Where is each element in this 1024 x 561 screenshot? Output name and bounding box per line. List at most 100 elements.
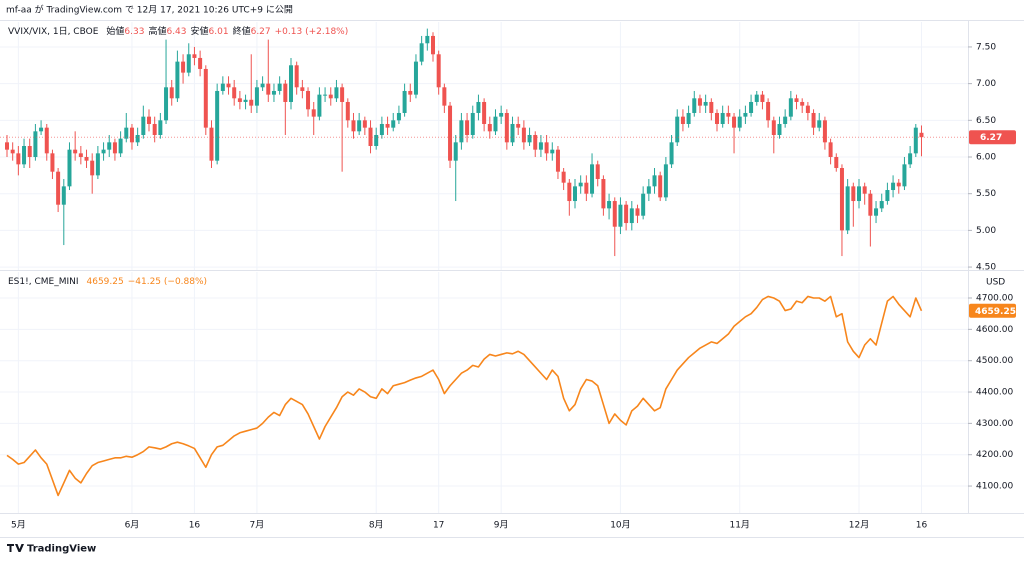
legend-header: ES1!, CME_MINI 4659.25 −41.25 (−0.88%) — [8, 277, 207, 287]
candle-body — [158, 120, 163, 135]
candle-body — [323, 94, 328, 96]
candle-body — [896, 182, 901, 187]
candle-body — [680, 116, 685, 124]
candle-body — [476, 101, 481, 113]
candle-body — [839, 168, 844, 231]
candle-body — [595, 164, 600, 180]
x-tick-label: 6月 — [125, 520, 140, 531]
candle-body — [857, 186, 861, 202]
logo-icon — [7, 544, 24, 552]
candle-body — [459, 120, 464, 143]
candle-body — [345, 101, 350, 121]
candle-body — [470, 112, 475, 135]
x-tick-label: 11月 — [729, 520, 749, 531]
candle-body — [482, 101, 487, 124]
legend-ohlc-label: 終値 — [233, 25, 251, 37]
candle-body — [243, 99, 248, 102]
candle-body — [868, 193, 873, 216]
x-tick-label: 16 — [916, 521, 928, 531]
candle-body — [612, 201, 617, 227]
x-tick-label: 8月 — [369, 520, 384, 531]
legend-header: VVIX/VIX, 1日, CBOE 始値6.33 高値6.43 安値6.01 終値6.… — [8, 25, 348, 37]
candle-body — [374, 134, 379, 146]
candle-body — [777, 123, 782, 135]
candle-body — [351, 120, 356, 132]
candle-body — [27, 146, 32, 158]
candle-body — [368, 127, 373, 146]
candle-body — [550, 149, 555, 154]
candle-body — [396, 112, 401, 121]
candle-body — [737, 116, 742, 128]
candle-body — [226, 83, 231, 88]
candle-body — [817, 120, 822, 128]
footer-logo: TradingView — [7, 544, 96, 555]
candle-body — [101, 149, 106, 154]
candle-body — [289, 65, 293, 102]
candle-body — [220, 83, 225, 91]
candle-body — [675, 116, 680, 143]
candle-body — [249, 99, 254, 106]
candle-body — [254, 87, 259, 106]
candle-body — [567, 182, 572, 202]
candle-body — [919, 132, 924, 138]
pane: 4100.00 4200.00 4300.00 4400.00 4500.00 4600.… — [0, 272, 1016, 513]
y-tick-label: 4200.00 — [976, 450, 1013, 460]
last-price-box — [969, 303, 1016, 318]
y-tick-label: 4100.00 — [976, 482, 1013, 492]
candle-body — [107, 142, 112, 150]
x-tick-label: 17 — [433, 521, 444, 531]
candle-body — [749, 101, 754, 113]
candle-body — [118, 138, 123, 154]
candle-body — [538, 142, 543, 150]
candle-body — [169, 87, 174, 99]
candle-body — [504, 112, 509, 143]
candle-body — [311, 109, 316, 117]
y-tick-label: 4.50 — [976, 263, 996, 273]
candle-body — [624, 204, 629, 224]
last-price-label: 4659.25 — [975, 307, 1016, 317]
candle-body — [10, 149, 15, 154]
y-tick-label: 4700.00 — [976, 294, 1013, 304]
candle-body — [22, 146, 27, 165]
candle-body — [425, 35, 430, 44]
candle-body — [874, 208, 879, 216]
candle-body — [834, 157, 839, 169]
candle-body — [709, 101, 714, 113]
y-tick-label: 4600.00 — [976, 325, 1013, 335]
candle-body — [328, 94, 333, 99]
legend-ohlc-value: 6.01 — [209, 27, 229, 37]
candle-body — [516, 123, 521, 128]
legend-value: 4659.25 — [87, 277, 124, 287]
legend-ohlc-label: 高値 — [148, 25, 166, 37]
pane: 4.505.005.506.006.507.007.506.27VVIX/VIX… — [0, 22, 1016, 273]
y-tick-label: 7.00 — [976, 79, 996, 89]
candle-body — [56, 171, 61, 205]
candle-body — [16, 153, 21, 165]
candle-body — [544, 142, 549, 154]
candle-body — [607, 201, 612, 209]
candle-body — [510, 123, 515, 143]
candle-body — [828, 142, 833, 158]
candle-body — [561, 171, 566, 183]
candle-body — [760, 94, 765, 102]
candle-body — [186, 54, 191, 73]
candle-body — [879, 201, 884, 209]
page-header: mf-aa が TradingView.com で 12月 17, 2021 1… — [6, 4, 293, 16]
candle-body — [39, 127, 44, 132]
footer-text: TradingView — [27, 544, 96, 555]
candle-body — [641, 193, 646, 216]
candle-body — [300, 87, 305, 91]
candle-body — [147, 116, 151, 124]
candle-body — [215, 90, 220, 161]
candle-body — [431, 35, 435, 55]
candle-body — [590, 164, 595, 194]
candle-body — [697, 98, 702, 106]
candle-body — [442, 87, 447, 106]
candle-body — [885, 190, 890, 202]
candle-body — [453, 142, 458, 161]
candle-body — [584, 182, 589, 194]
candle-body — [90, 160, 95, 176]
candle-body — [811, 112, 816, 128]
y-tick-label: 4500.00 — [976, 356, 1013, 366]
